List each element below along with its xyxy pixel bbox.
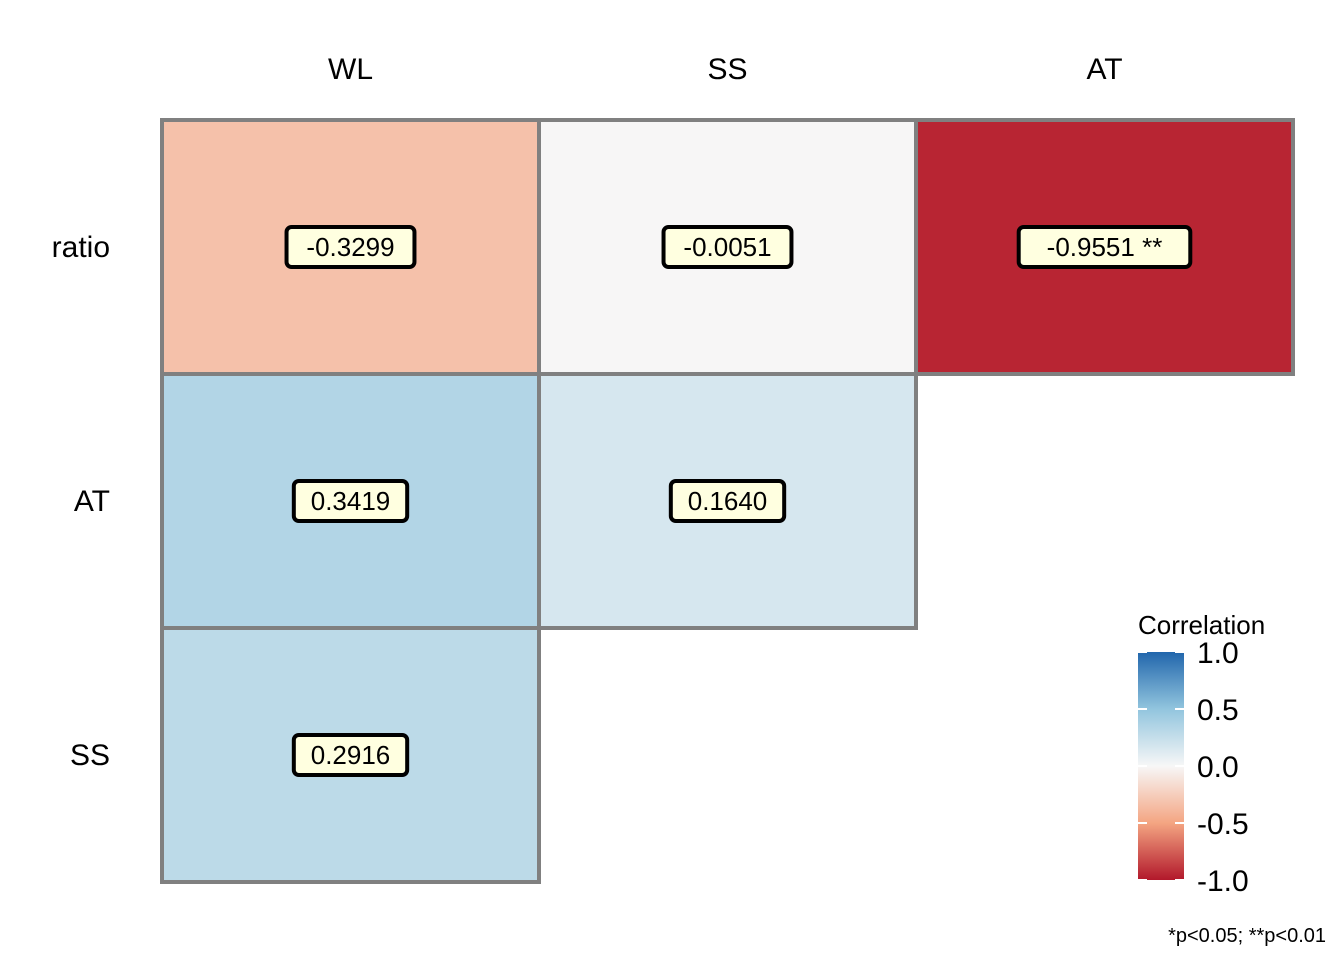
- significance-footnote: *p<0.05; **p<0.01: [1168, 925, 1326, 947]
- legend-tick-label: 0.5: [1197, 694, 1239, 727]
- cell-label-at-wl: 0.3419: [311, 486, 391, 516]
- legend-tick-label: 1.0: [1197, 637, 1239, 670]
- row-label-ss: SS: [70, 739, 110, 772]
- row-label-at: AT: [74, 485, 110, 518]
- legend-tick-label: -0.5: [1197, 808, 1249, 841]
- column-label-at: AT: [1086, 53, 1122, 86]
- cell-label-box-ratio-at: [1016, 225, 1193, 269]
- legend-title: Correlation: [1138, 610, 1265, 640]
- cell-label-ratio-at: -0.9551 **: [1047, 232, 1163, 262]
- cell-label-at-ss: 0.1640: [688, 486, 768, 516]
- row-labels: ratio AT SS: [52, 231, 110, 772]
- legend-tick-label: 0.0: [1197, 751, 1239, 784]
- cell-label-box-ss-wl: [291, 733, 410, 777]
- cell-label-box-at-wl: [291, 479, 410, 523]
- cell-label-ratio-ss: -0.0051: [683, 232, 771, 262]
- heatmap-cell-at-wl: 0.3419: [160, 372, 541, 630]
- cell-label-ratio-wl: -0.3299: [306, 232, 394, 262]
- cell-label-box-ratio-wl: [284, 225, 417, 269]
- heatmap-cell-ss-wl: 0.2916: [160, 626, 541, 884]
- row-label-ratio: ratio: [52, 231, 110, 264]
- heatmap-cell-ratio-wl: -0.3299: [160, 118, 541, 376]
- column-label-ss: SS: [707, 53, 747, 86]
- cell-label-box-at-ss: [668, 479, 787, 523]
- heatmap-cell-at-ss: 0.1640: [537, 372, 918, 630]
- column-label-wl: WL: [328, 53, 373, 86]
- cell-label-box-ratio-ss: [661, 225, 794, 269]
- cell-label-ss-wl: 0.2916: [311, 740, 391, 770]
- column-labels: WL SS AT: [328, 53, 1123, 86]
- heatmap-cell-ratio-at: -0.9551 **: [914, 118, 1295, 376]
- legend-tick-label: -1.0: [1197, 865, 1249, 898]
- legend-ticks: 1.0 0.5 0.0 -0.5 -1.0: [1138, 637, 1249, 898]
- heatmap-cells: -0.3299 -0.0051 -0.9551 ** 0.3419 0.1640 0.29…: [160, 118, 1295, 884]
- color-legend: Correlation 1.0 0.5 0.0 -0.5 -1.0: [1138, 610, 1265, 898]
- heatmap-cell-ratio-ss: -0.0051: [537, 118, 918, 376]
